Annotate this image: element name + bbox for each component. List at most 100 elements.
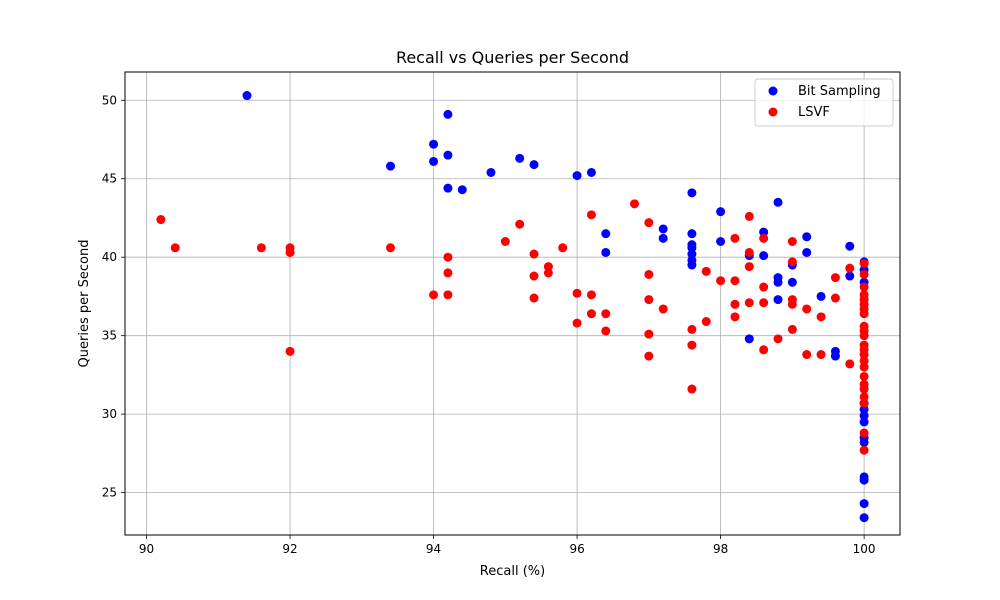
point-bit-sampling (429, 139, 439, 149)
point-bit-sampling (572, 171, 582, 181)
point-lsvf (787, 324, 797, 334)
point-bit-sampling (658, 233, 668, 243)
point-bit-sampling (457, 185, 467, 195)
point-lsvf (429, 290, 439, 300)
point-lsvf (500, 237, 510, 247)
x-tick-label: 96 (569, 542, 584, 556)
point-lsvf (759, 298, 769, 308)
point-lsvf (386, 243, 396, 253)
grid-lines (125, 72, 900, 535)
point-lsvf (285, 346, 295, 356)
point-bit-sampling (601, 229, 611, 239)
point-lsvf (859, 384, 869, 394)
point-bit-sampling (859, 437, 869, 447)
point-lsvf (443, 290, 453, 300)
point-bit-sampling (859, 411, 869, 421)
point-lsvf (644, 218, 654, 228)
point-lsvf (816, 350, 826, 360)
point-bit-sampling (687, 260, 697, 270)
point-bit-sampling (802, 247, 812, 257)
point-lsvf (845, 263, 855, 273)
point-lsvf (744, 211, 754, 221)
point-lsvf (558, 243, 568, 253)
plot-frame (124, 71, 901, 536)
point-lsvf (687, 384, 697, 394)
point-bit-sampling (687, 188, 697, 198)
point-lsvf (759, 345, 769, 355)
point-lsvf (859, 269, 869, 279)
point-bit-sampling (443, 150, 453, 160)
x-axis-label: Recall (%) (480, 564, 545, 579)
y-tick-label: 35 (102, 329, 117, 343)
legend-box (754, 78, 894, 127)
point-bit-sampling (816, 291, 826, 301)
point-bit-sampling (687, 249, 697, 259)
point-bit-sampling (759, 251, 769, 261)
point-lsvf (787, 299, 797, 309)
point-bit-sampling (443, 109, 453, 119)
point-lsvf (802, 304, 812, 314)
point-lsvf (443, 268, 453, 278)
point-lsvf (859, 350, 869, 360)
point-lsvf (687, 324, 697, 334)
point-lsvf (644, 351, 654, 361)
point-bit-sampling (802, 232, 812, 242)
point-lsvf (859, 331, 869, 341)
point-lsvf (256, 243, 266, 253)
point-lsvf (859, 309, 869, 319)
point-bit-sampling (486, 167, 496, 177)
point-bit-sampling (658, 224, 668, 234)
point-bit-sampling (529, 160, 539, 170)
point-lsvf (572, 288, 582, 298)
point-lsvf (859, 398, 869, 408)
point-lsvf (859, 445, 869, 455)
chart-title: Recall vs Queries per Second (396, 48, 629, 67)
point-lsvf (515, 219, 525, 229)
point-lsvf (644, 329, 654, 339)
point-lsvf (601, 309, 611, 319)
point-lsvf (156, 215, 166, 225)
point-bit-sampling (773, 277, 783, 287)
point-lsvf (586, 290, 596, 300)
point-lsvf (529, 249, 539, 259)
point-lsvf (816, 312, 826, 322)
point-bit-sampling (787, 277, 797, 287)
x-tick-label: 90 (139, 542, 154, 556)
point-lsvf (730, 233, 740, 243)
point-lsvf (730, 276, 740, 286)
point-lsvf (586, 309, 596, 319)
point-lsvf (644, 269, 654, 279)
point-lsvf (830, 273, 840, 283)
point-bit-sampling (759, 227, 769, 237)
point-lsvf (529, 293, 539, 303)
point-bit-sampling (773, 295, 783, 305)
point-lsvf (716, 276, 726, 286)
point-lsvf (859, 258, 869, 268)
legend-label-bit-sampling: Bit Sampling (798, 84, 881, 99)
point-lsvf (830, 293, 840, 303)
point-lsvf (859, 371, 869, 381)
point-lsvf (744, 262, 754, 272)
point-bit-sampling (859, 404, 869, 414)
point-lsvf (802, 350, 812, 360)
legend-marker-lsvf (768, 107, 778, 117)
point-bit-sampling (859, 417, 869, 427)
point-lsvf (701, 317, 711, 327)
point-lsvf (859, 392, 869, 402)
y-tick-label: 25 (102, 486, 117, 500)
y-tick-label: 45 (102, 172, 117, 186)
point-bit-sampling (859, 475, 869, 485)
point-lsvf (285, 247, 295, 257)
legend: Bit Sampling LSVF (754, 78, 894, 127)
y-tick-label: 40 (102, 250, 117, 264)
legend-marker-bit-sampling (768, 86, 778, 96)
data-points (156, 91, 869, 523)
point-lsvf (701, 266, 711, 276)
point-bit-sampling (443, 183, 453, 193)
point-bit-sampling (830, 351, 840, 361)
point-bit-sampling (586, 167, 596, 177)
point-bit-sampling (773, 197, 783, 207)
point-lsvf (744, 247, 754, 257)
point-lsvf (859, 282, 869, 292)
